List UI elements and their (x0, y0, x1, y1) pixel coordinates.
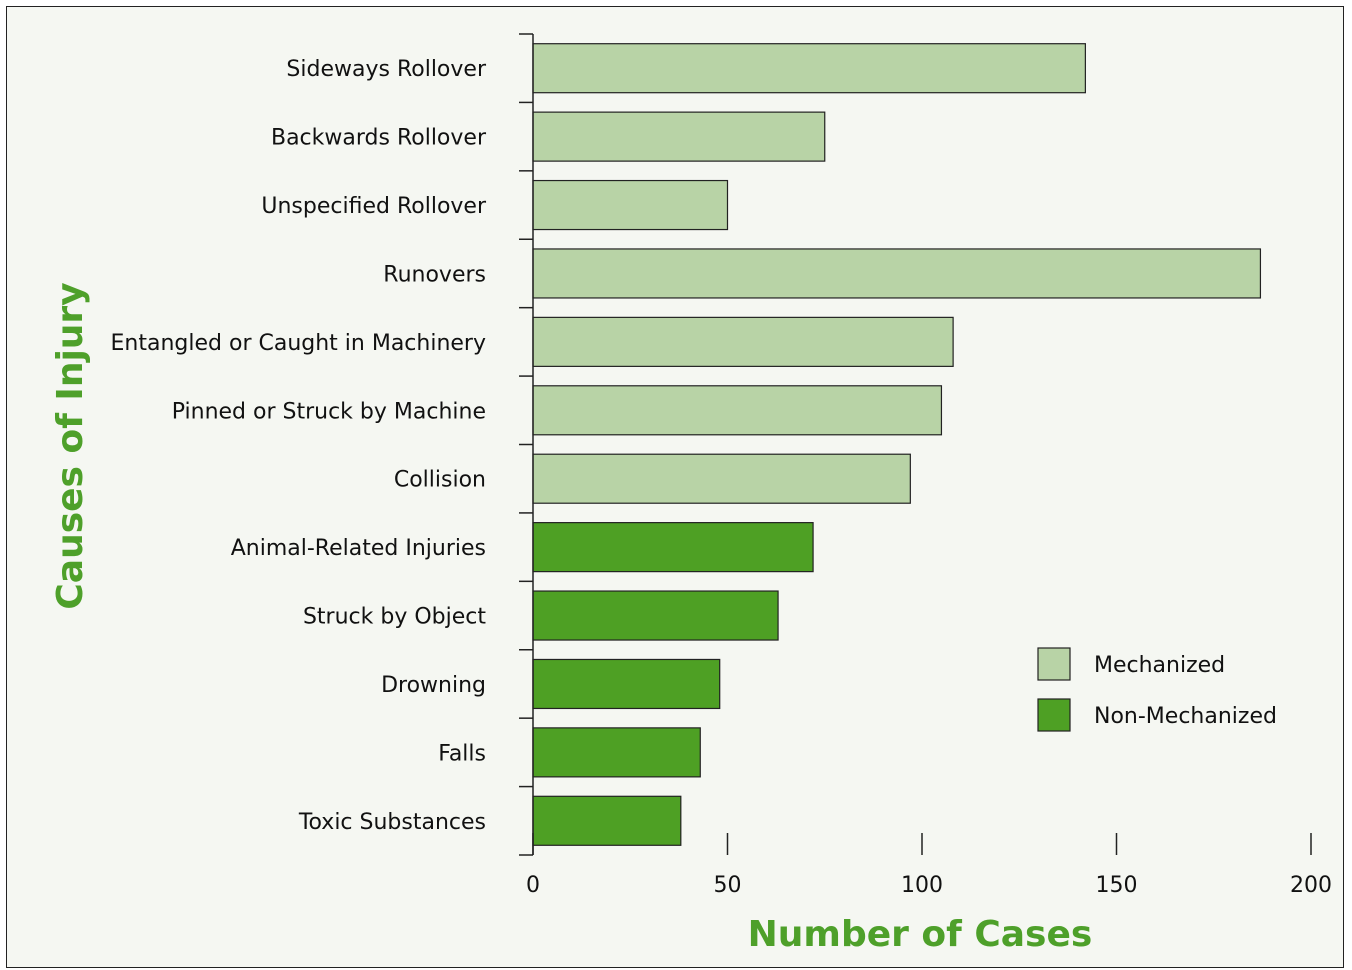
category-labels: Sideways Rollover Backwards Rollover Unspe… (111, 57, 487, 835)
legend-swatch-non-mechanized (1037, 698, 1071, 732)
bars-group (532, 43, 1262, 846)
category-label: Collision (394, 468, 486, 493)
category-label: Toxic Substances (298, 810, 486, 835)
x-tick-label: 0 (526, 873, 540, 898)
bar-falls (532, 727, 701, 778)
x-tick-label: 50 (714, 873, 742, 898)
category-label: Animal-Related Injuries (231, 536, 486, 561)
bar-toxic-substances (532, 795, 682, 846)
bar-entangled-or-caught-in-machinery (532, 316, 954, 367)
category-label: Unspecified Rollover (261, 194, 487, 219)
legend-label-mechanized: Mechanized (1094, 653, 1225, 678)
bar-struck-by-object (532, 590, 779, 641)
category-label: Falls (438, 741, 486, 766)
bar-drowning (532, 658, 721, 710)
x-tick-label: 200 (1290, 873, 1332, 898)
category-label: Sideways Rollover (286, 57, 487, 82)
x-tick-label: 100 (901, 873, 943, 898)
bar-sideways-rollover (532, 43, 1086, 94)
y-axis-title: Causes of Injury (50, 282, 91, 609)
category-label: Struck by Object (303, 605, 486, 630)
x-ticks-group: 0 50 100 150 200 (526, 833, 1332, 898)
x-tick-label: 150 (1096, 873, 1138, 898)
bar-animal-related-injuries (532, 522, 814, 573)
axes-group (519, 33, 534, 856)
bar-runovers (532, 248, 1262, 299)
category-label: Backwards Rollover (271, 126, 487, 151)
category-label: Drowning (381, 673, 486, 698)
bar-unspecified-rollover (532, 179, 729, 231)
bar-collision (532, 453, 911, 504)
bar-backwards-rollover (532, 111, 826, 162)
category-label: Pinned or Struck by Machine (172, 399, 486, 424)
category-label: Runovers (383, 262, 486, 287)
bar-pinned-or-struck-by-machine (532, 385, 943, 436)
category-label: Entangled or Caught in Machinery (111, 331, 486, 356)
legend-label-non-mechanized: Non-Mechanized (1094, 704, 1277, 729)
x-axis-title: Number of Cases (748, 914, 1093, 955)
legend-swatch-mechanized (1037, 647, 1071, 681)
legend: Mechanized Non-Mechanized (1037, 647, 1277, 732)
